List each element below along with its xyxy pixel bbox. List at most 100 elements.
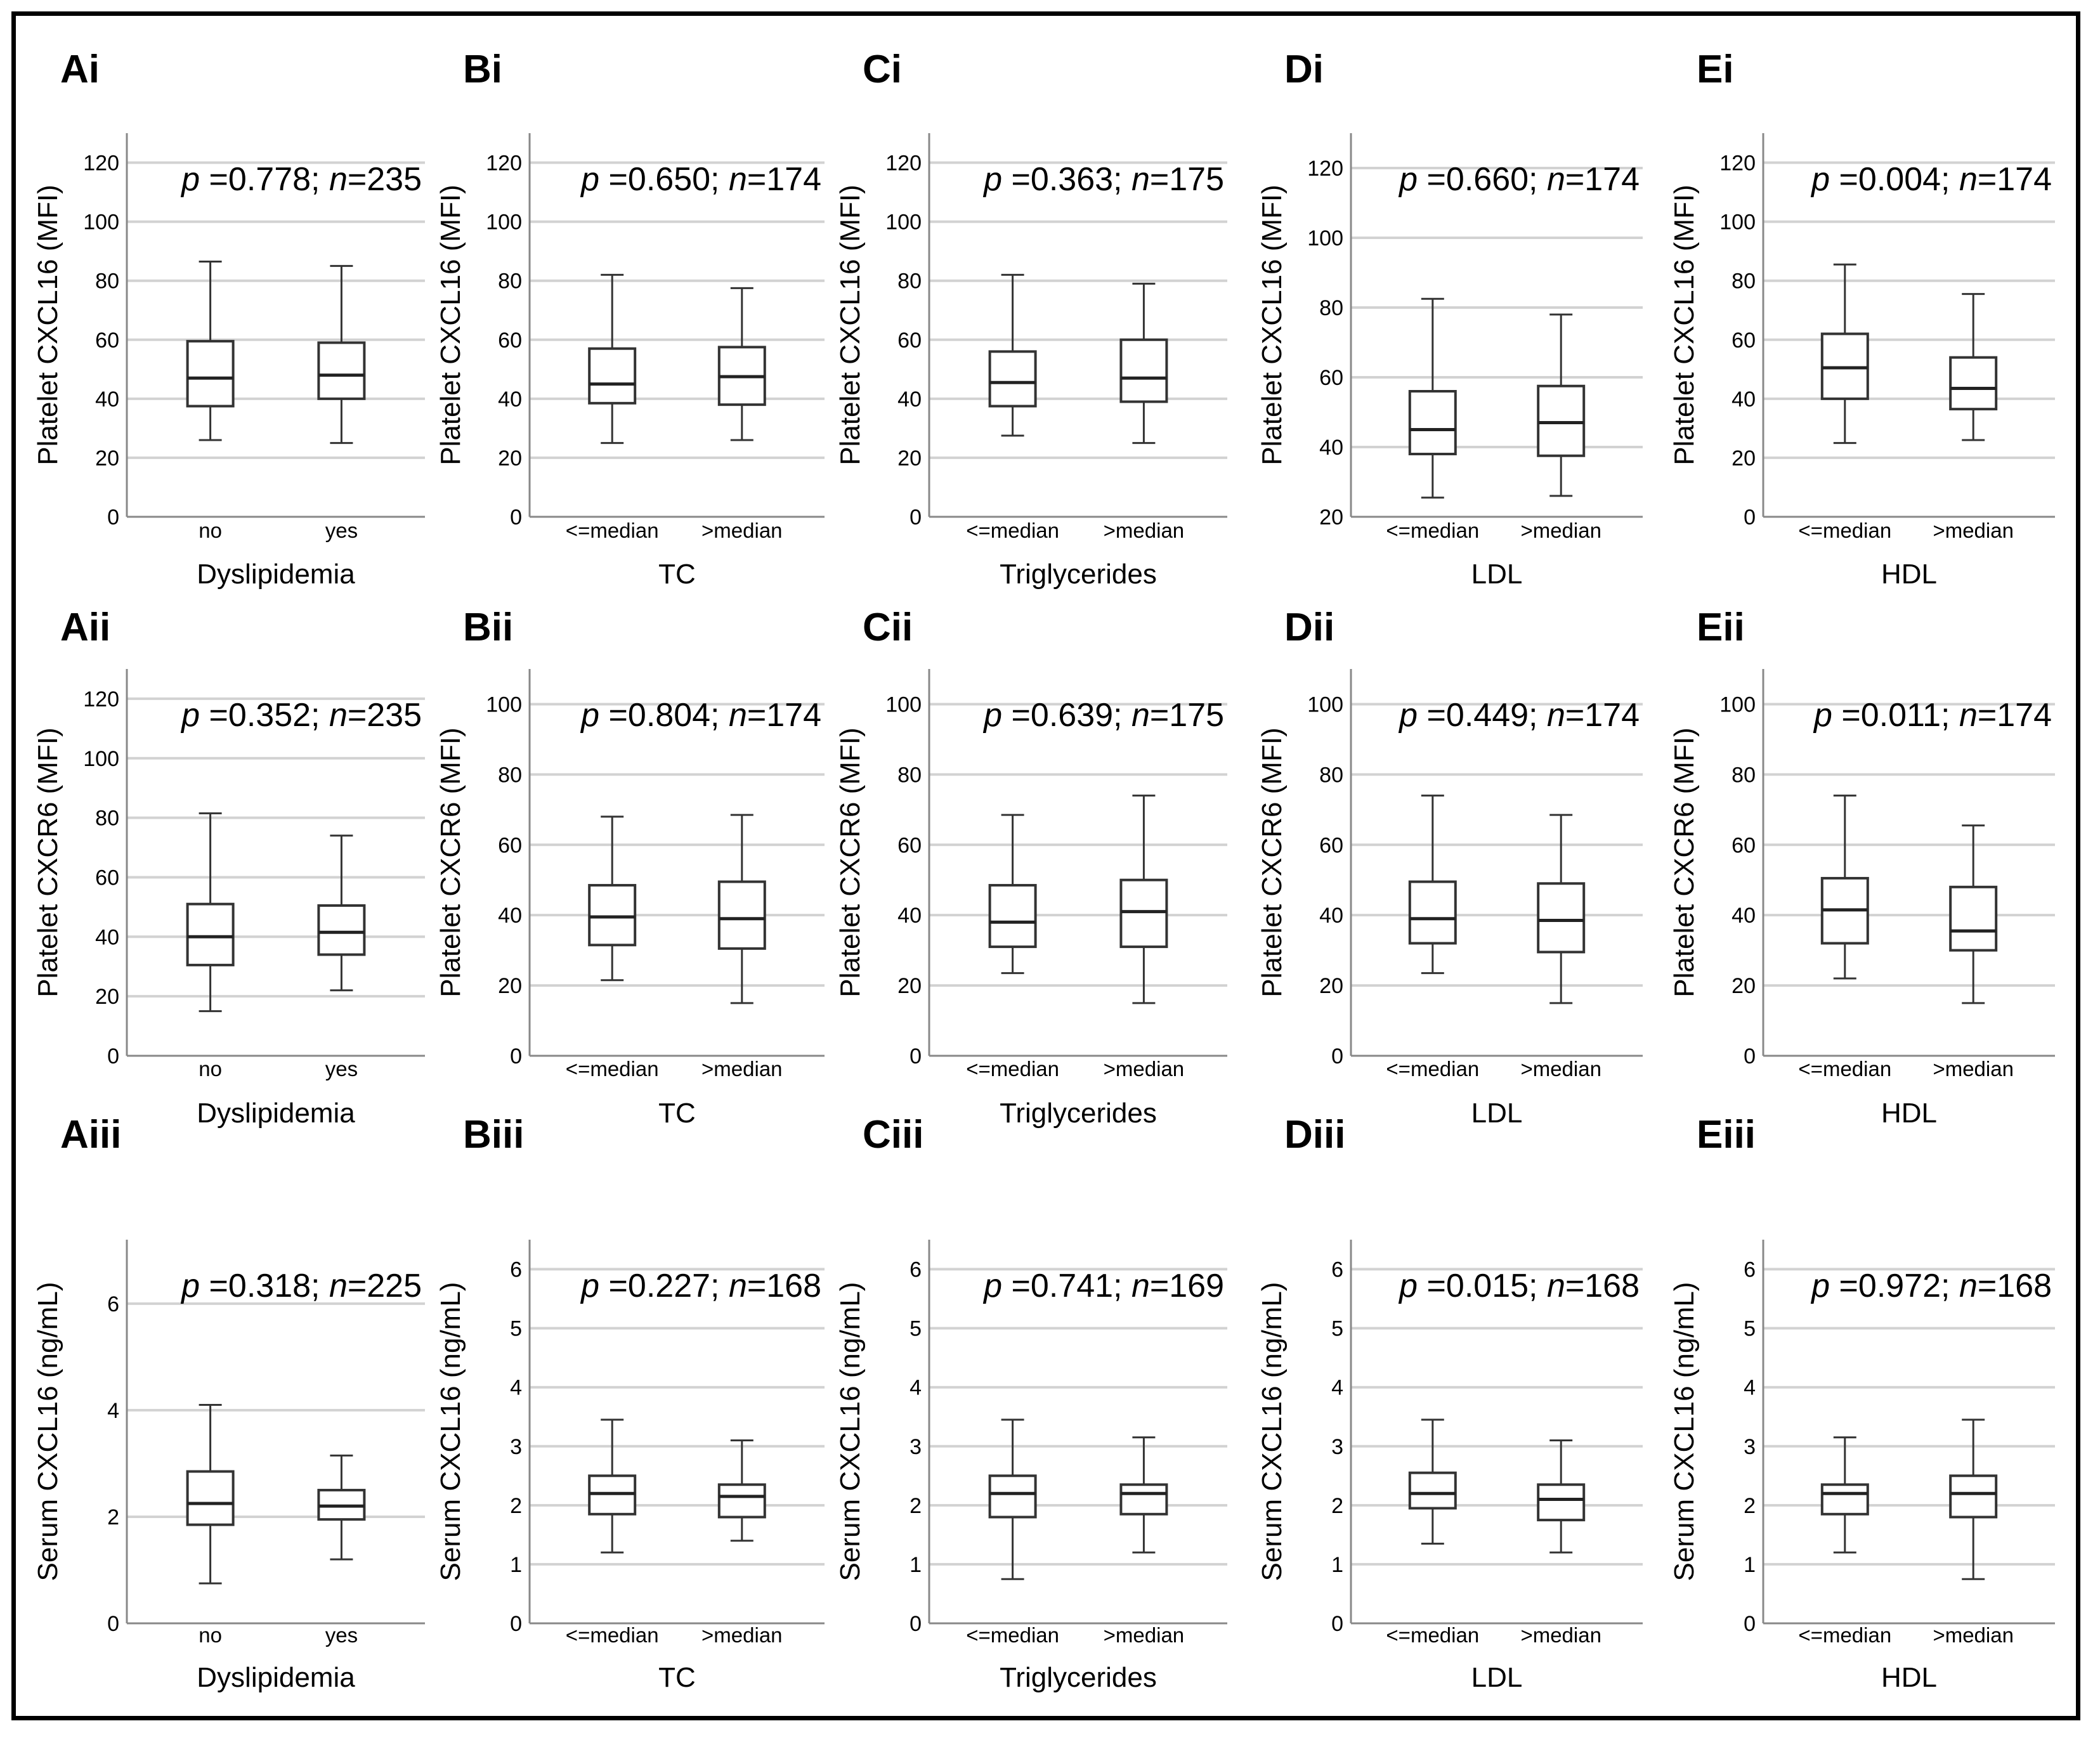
stat-annotation-Ei: p =0.004; n=174 (1810, 161, 2052, 198)
stat-annotation-Cii: p =0.639; n=175 (982, 697, 1224, 734)
box-gt-median (1119, 338, 1168, 403)
y-axis-title-Bi: Platelet CXCL16 (MFI) (435, 185, 466, 465)
y-axis-title-Biii: Serum CXCL16 (ng/mL) (435, 1282, 466, 1581)
panel-label-Dii: Dii (1284, 606, 1334, 649)
y-tick-label: 20 (95, 985, 119, 1009)
x-tick-label-gt-median: >median (1104, 1623, 1185, 1647)
y-tick-label: 0 (1744, 1044, 1756, 1068)
y-tick-label: 80 (897, 763, 922, 787)
x-tick-label-gt-median: >median (1520, 519, 1601, 542)
panel-label-Bi: Bi (463, 48, 502, 91)
box-gt-median (717, 1483, 766, 1519)
y-tick-label: 40 (1319, 904, 1343, 928)
stat-annotation-Diii: p =0.015; n=168 (1398, 1268, 1640, 1304)
x-axis-title-Ciii: Triglycerides (1000, 1662, 1157, 1693)
y-tick-label: 80 (95, 807, 119, 831)
box-le-median (588, 347, 637, 405)
y-tick-label: 4 (1331, 1376, 1343, 1400)
y-tick-label: 5 (1744, 1317, 1756, 1341)
x-axis-title-Ei: HDL (1881, 559, 1937, 590)
y-tick-label: 60 (498, 833, 522, 857)
y-axis-title-Bii: Platelet CXCR6 (MFI) (435, 727, 466, 997)
y-tick-label: 2 (910, 1494, 922, 1518)
x-tick-label-gt-median: >median (1104, 519, 1185, 542)
y-tick-label: 80 (498, 269, 522, 294)
y-tick-label: 80 (897, 269, 922, 294)
stat-annotation-Eii: p =0.011; n=174 (1813, 697, 2052, 734)
y-tick-label: 0 (107, 1612, 119, 1636)
y-tick-label: 6 (107, 1292, 119, 1316)
box-yes (317, 904, 366, 956)
y-tick-label: 120 (1307, 157, 1343, 181)
x-tick-label-no: no (199, 1057, 222, 1081)
x-tick-label-gt-median: >median (701, 1057, 783, 1081)
y-tick-label: 20 (498, 446, 522, 471)
y-tick-label: 40 (1732, 904, 1756, 928)
box-le-median (988, 1474, 1037, 1519)
y-tick-label: 40 (897, 904, 922, 928)
y-tick-label: 0 (510, 1612, 522, 1636)
x-tick-label-yes: yes (325, 1057, 358, 1081)
y-tick-label: 20 (95, 446, 119, 471)
y-tick-label: 0 (1331, 1612, 1343, 1636)
y-tick-label: 40 (498, 387, 522, 412)
y-tick-label: 0 (510, 505, 522, 529)
y-tick-label: 6 (1744, 1258, 1756, 1282)
y-tick-label: 80 (1732, 269, 1756, 294)
box-le-median (988, 884, 1037, 949)
y-tick-label: 5 (910, 1317, 922, 1341)
box-le-median (588, 884, 637, 947)
x-tick-label-yes: yes (325, 519, 358, 542)
y-axis-title-Aiii: Serum CXCL16 (ng/mL) (32, 1282, 63, 1581)
y-tick-label: 5 (1331, 1317, 1343, 1341)
box-gt-median (1119, 1483, 1168, 1516)
box-no (186, 902, 235, 966)
y-tick-label: 40 (95, 925, 119, 949)
panel-label-Di: Di (1284, 48, 1324, 91)
y-axis-title-Di: Platelet CXCL16 (MFI) (1256, 185, 1288, 465)
stat-annotation-Aiii: p =0.318; n=225 (180, 1268, 422, 1304)
y-tick-label: 0 (910, 1044, 922, 1068)
y-tick-label: 100 (1719, 211, 1756, 235)
y-tick-label: 120 (486, 152, 522, 176)
box-le-median (988, 350, 1037, 408)
y-tick-label: 20 (897, 446, 922, 471)
x-tick-label-gt-median: >median (1933, 1623, 2014, 1647)
stat-annotation-Dii: p =0.449; n=174 (1398, 697, 1640, 734)
y-tick-label: 2 (510, 1494, 522, 1518)
y-tick-label: 60 (1732, 833, 1756, 857)
x-axis-title-Cii: Triglycerides (1000, 1098, 1157, 1129)
y-tick-label: 100 (83, 211, 119, 235)
y-tick-label: 80 (1319, 296, 1343, 320)
panel-label-Eiii: Eiii (1697, 1113, 1756, 1157)
stat-annotation-Ciii: p =0.741; n=169 (982, 1268, 1224, 1304)
x-tick-label-gt-median: >median (1933, 1057, 2014, 1081)
y-tick-label: 1 (510, 1553, 522, 1577)
stat-annotation-Eiii: p =0.972; n=168 (1810, 1268, 2052, 1304)
y-tick-label: 100 (486, 211, 522, 235)
stat-annotation-Ci: p =0.363; n=175 (982, 161, 1224, 198)
y-tick-label: 0 (107, 505, 119, 529)
x-tick-label-le-median: <=median (1386, 519, 1479, 542)
y-tick-label: 80 (1732, 763, 1756, 787)
y-tick-label: 100 (885, 692, 922, 717)
panel-label-Ciii: Ciii (863, 1113, 923, 1157)
x-tick-label-gt-median: >median (701, 519, 783, 542)
y-tick-label: 80 (1319, 763, 1343, 787)
y-tick-label: 120 (83, 152, 119, 176)
box-gt-median (1949, 885, 1998, 952)
y-tick-label: 100 (885, 211, 922, 235)
box-gt-median (1949, 1474, 1998, 1519)
box-gt-median (717, 880, 766, 950)
y-tick-label: 3 (1331, 1435, 1343, 1459)
y-tick-label: 3 (510, 1435, 522, 1459)
y-axis-title-Dii: Platelet CXCR6 (MFI) (1256, 727, 1288, 997)
panel-label-Aiii: Aiii (60, 1113, 121, 1157)
y-tick-label: 60 (1319, 833, 1343, 857)
y-tick-label: 60 (897, 833, 922, 857)
x-tick-label-le-median: <=median (1798, 1623, 1891, 1647)
x-axis-title-Aiii: Dyslipidemia (197, 1662, 355, 1693)
y-tick-label: 20 (1319, 505, 1343, 529)
box-yes (317, 341, 366, 400)
